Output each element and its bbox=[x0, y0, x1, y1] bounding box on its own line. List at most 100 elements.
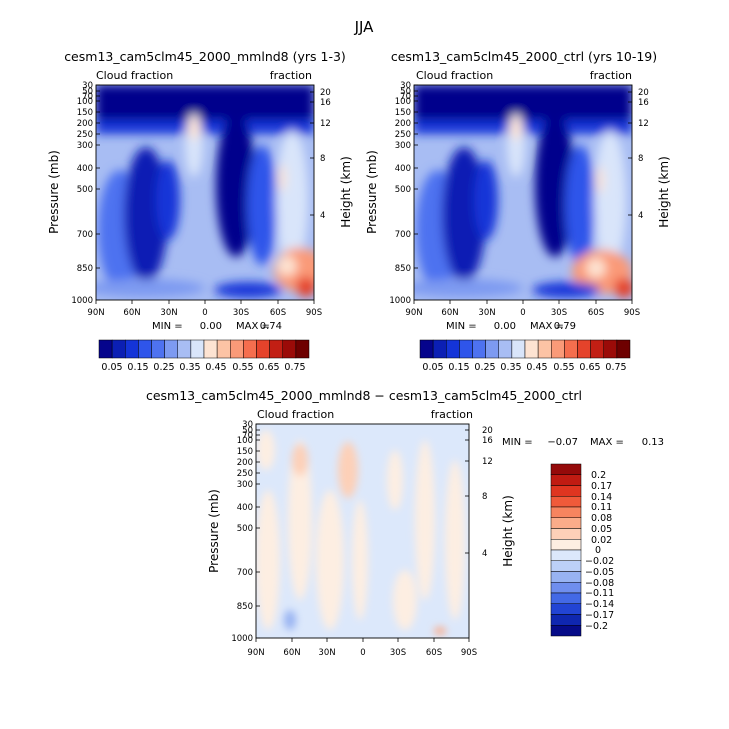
panel-a-right-tick: 16 bbox=[320, 98, 331, 108]
panel-a-colorbar: 0.05 0.15 0.25 0.35 0.45 0.55 0.65 0.75 bbox=[98, 339, 310, 373]
panel-c-colorbar-label: 0.05 bbox=[591, 524, 612, 535]
colorbar-box bbox=[550, 474, 582, 486]
panel-a-right-tick: 8 bbox=[320, 154, 325, 164]
panel-b-y-tick: 70 bbox=[400, 92, 411, 102]
colorbar-box bbox=[524, 339, 539, 359]
panel-a-y-tick: 250 bbox=[77, 130, 93, 140]
panel-a-y-tick: 100 bbox=[77, 97, 93, 107]
panel-b-colorbar-label: 0.75 bbox=[605, 362, 626, 373]
panel-a-x-tick: 60N bbox=[123, 308, 140, 318]
colorbar-box bbox=[550, 463, 582, 475]
panel-c-colorbar-label: 0.14 bbox=[591, 492, 612, 503]
panel-b-y-tick: 1000 bbox=[389, 296, 411, 306]
panel-b: cesm13_cam5clm45_2000_ctrl (yrs 10-19) C… bbox=[365, 49, 671, 373]
panel-b-y-tick: 400 bbox=[395, 164, 411, 174]
panel-c-right-tick: 20 bbox=[482, 426, 493, 436]
panel-c-colorbar-label: 0.17 bbox=[591, 481, 612, 492]
panel-a-x-tick: 30S bbox=[233, 308, 249, 318]
panel-b-colorbar-label: 0.05 bbox=[422, 362, 443, 373]
colorbar-box bbox=[216, 339, 231, 359]
panel-c-max-label: MAX = bbox=[590, 437, 624, 448]
panel-a-variable-label: Cloud fraction bbox=[96, 69, 173, 82]
panel-a-y-ticks: 30 50 70 100 150 200 250 300 400 500 700… bbox=[71, 81, 100, 306]
panel-c-colorbar-label: −0.08 bbox=[585, 578, 614, 589]
panel-b-min-value: 0.00 bbox=[494, 321, 516, 332]
panel-a-y-tick: 400 bbox=[77, 164, 93, 174]
panel-c-y-tick: 1000 bbox=[231, 634, 253, 644]
panel-b-colorbar-label: 0.25 bbox=[474, 362, 495, 373]
panel-b-colorbar-label: 0.15 bbox=[448, 362, 469, 373]
panel-c-y-tick: 30 bbox=[242, 420, 253, 430]
colorbar-box bbox=[125, 339, 139, 359]
colorbar-box bbox=[269, 339, 283, 359]
panel-b-units-label: fraction bbox=[590, 69, 632, 82]
panel-b-right-axis-label: Height (km) bbox=[657, 156, 671, 227]
panel-a-y-tick: 500 bbox=[77, 185, 93, 195]
colorbar-box bbox=[550, 496, 582, 508]
panel-a-colorbar-label: 0.15 bbox=[127, 362, 148, 373]
colorbar-box bbox=[282, 339, 297, 359]
colorbar-box bbox=[446, 339, 460, 359]
colorbar-box bbox=[616, 339, 631, 359]
panel-c-y-tick: 250 bbox=[237, 469, 253, 479]
panel-b-right-tick: 8 bbox=[638, 154, 643, 164]
colorbar-box bbox=[550, 539, 582, 551]
colorbar-box bbox=[551, 339, 565, 359]
colorbar-box bbox=[603, 339, 618, 359]
panel-a-colorbar-label: 0.75 bbox=[284, 362, 305, 373]
panel-c-variable-label: Cloud fraction bbox=[257, 408, 334, 421]
panel-c-y-tick: 100 bbox=[237, 436, 253, 446]
panel-c-y-tick: 400 bbox=[237, 503, 253, 513]
panel-b-right-tick: 16 bbox=[638, 98, 649, 108]
panel-c-right-tick: 16 bbox=[482, 436, 493, 446]
panel-a-y-tick: 850 bbox=[77, 264, 93, 274]
panel-a: cesm13_cam5clm45_2000_mmlnd8 (yrs 1-3) C… bbox=[47, 49, 353, 373]
panel-a-y-tick: 200 bbox=[77, 119, 93, 129]
panel-a-x-tick: 30N bbox=[160, 308, 177, 318]
panel-b-title: cesm13_cam5clm45_2000_ctrl (yrs 10-19) bbox=[391, 49, 657, 64]
panel-a-y-tick: 150 bbox=[77, 108, 93, 118]
panel-b-x-tick: 90N bbox=[405, 308, 422, 318]
colorbar-box bbox=[432, 339, 447, 359]
panel-b-y-tick: 850 bbox=[395, 264, 411, 274]
panel-b-x-ticks: 90N 60N 30N 0 30S 60S 90S bbox=[405, 300, 640, 318]
colorbar-box bbox=[550, 485, 582, 497]
panel-c-colorbar-label: 0.02 bbox=[591, 535, 612, 546]
panel-c: cesm13_cam5clm45_2000_mmlnd8 − cesm13_ca… bbox=[146, 388, 664, 658]
panel-c-colorbar-label: −0.02 bbox=[585, 556, 614, 567]
colorbar-box bbox=[550, 549, 582, 561]
panel-b-max-label: MAX = bbox=[530, 321, 564, 332]
panel-c-right-ticks: 20 16 12 8 4 bbox=[465, 426, 493, 559]
panel-c-colorbar-label: 0 bbox=[595, 545, 601, 556]
panel-b-max-value: 0.79 bbox=[554, 321, 576, 332]
panel-b-variable-label: Cloud fraction bbox=[416, 69, 493, 82]
colorbar-box bbox=[164, 339, 178, 359]
panel-b-right-tick: 4 bbox=[638, 211, 643, 221]
panel-a-y-tick: 1000 bbox=[71, 296, 93, 306]
panel-a-max-value: 0.74 bbox=[260, 321, 282, 332]
panel-c-y-tick: 50 bbox=[242, 426, 253, 436]
panel-c-right-tick: 8 bbox=[482, 492, 487, 502]
panel-b-colorbar-label: 0.35 bbox=[500, 362, 521, 373]
panel-b-colorbar: 0.05 0.15 0.25 0.35 0.45 0.55 0.65 0.75 bbox=[419, 339, 631, 373]
panel-a-colorbar-label: 0.05 bbox=[101, 362, 122, 373]
panel-c-colorbar-label: 0.08 bbox=[591, 513, 612, 524]
panel-c-x-tick: 30N bbox=[318, 648, 335, 658]
season-title: JJA bbox=[354, 18, 375, 36]
panel-a-right-ticks: 20 16 12 8 4 bbox=[310, 88, 331, 221]
panel-b-y-tick: 300 bbox=[395, 141, 411, 151]
panel-c-right-axis-label: Height (km) bbox=[501, 495, 515, 566]
colorbar-box bbox=[550, 603, 582, 615]
panel-a-y-tick: 700 bbox=[77, 230, 93, 240]
panel-c-x-ticks: 90N 60N 30N 0 30S 60S 90S bbox=[247, 638, 477, 658]
panel-b-x-tick: 90S bbox=[624, 308, 640, 318]
panel-c-units-label: fraction bbox=[431, 408, 473, 421]
panel-b-y-tick: 250 bbox=[395, 130, 411, 140]
panel-c-y-tick: 150 bbox=[237, 447, 253, 457]
panel-a-x-tick: 60S bbox=[270, 308, 286, 318]
panel-b-y-tick: 200 bbox=[395, 119, 411, 129]
panel-b-right-ticks: 20 16 12 8 4 bbox=[628, 88, 649, 221]
colorbar-box bbox=[243, 339, 257, 359]
panel-c-y-tick: 850 bbox=[237, 602, 253, 612]
